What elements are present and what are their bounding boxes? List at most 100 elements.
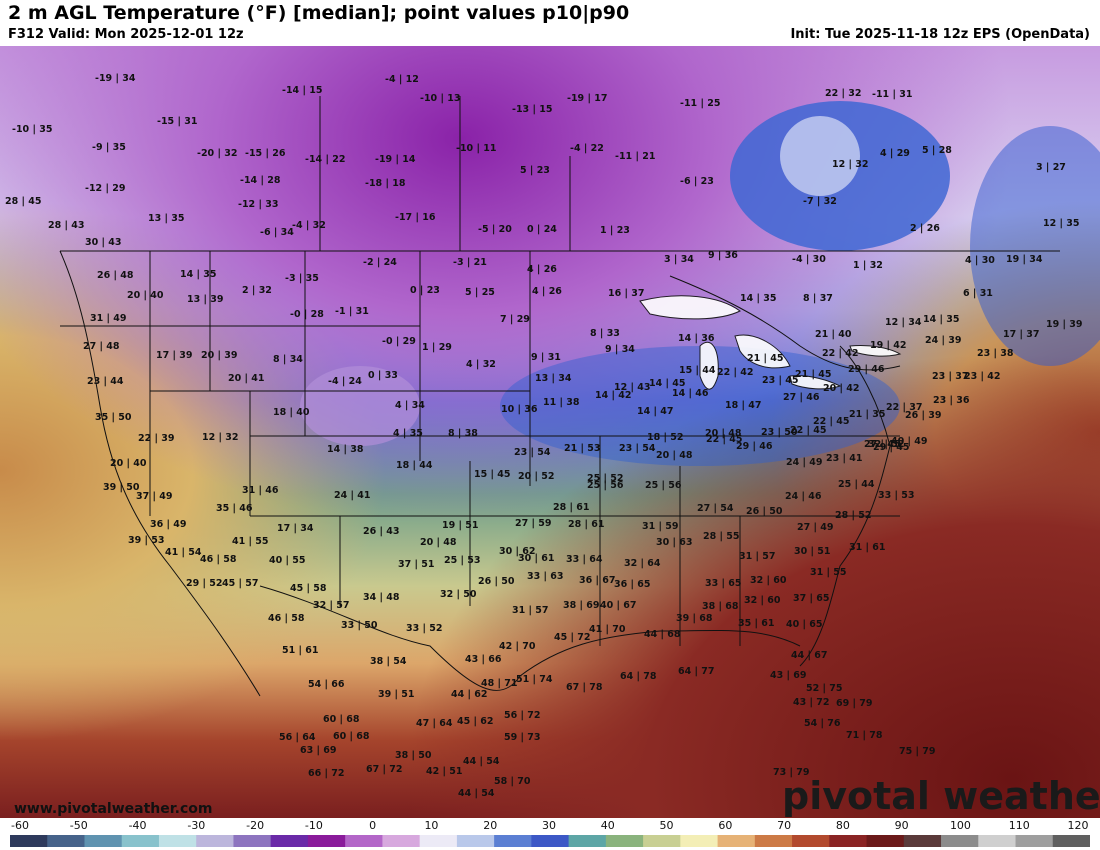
- point-value: 32 | 50: [440, 589, 477, 600]
- legend-color-swatch: [494, 835, 532, 847]
- point-value: -15 | 26: [245, 148, 286, 159]
- point-value: 4 | 32: [466, 359, 496, 370]
- legend-color-swatch: [754, 835, 793, 847]
- legend-color-swatch: [456, 835, 495, 847]
- point-value: -4 | 30: [792, 254, 826, 265]
- point-value: 43 | 69: [770, 670, 807, 681]
- point-value: 23 | 38: [977, 348, 1014, 359]
- point-value: 30 | 43: [85, 237, 122, 248]
- point-value: 29 | 45: [873, 442, 910, 453]
- point-value: 0 | 33: [368, 370, 398, 381]
- point-value: 20 | 40: [127, 290, 164, 301]
- legend-color-swatch: [345, 835, 383, 847]
- point-value: 1 | 29: [422, 342, 452, 353]
- point-value: -10 | 11: [456, 143, 496, 154]
- point-value: 2 | 26: [910, 223, 940, 234]
- legend-color-swatch: [158, 835, 197, 847]
- point-value: 27 | 48: [83, 341, 120, 352]
- legend-color-swatch: [680, 835, 719, 847]
- point-value: -9 | 35: [92, 142, 126, 153]
- point-value: 6 | 31: [963, 288, 993, 299]
- point-value: 16 | 37: [608, 288, 645, 299]
- point-value: 28 | 45: [5, 196, 42, 207]
- legend-color-swatch: [1015, 835, 1054, 847]
- point-value: 20 | 41: [228, 373, 265, 384]
- point-value: 12 | 35: [1043, 218, 1080, 229]
- point-value: -15 | 31: [157, 116, 197, 127]
- legend-color-swatch: [792, 835, 830, 847]
- point-value: -4 | 32: [292, 220, 326, 231]
- legend-tick-label: -60: [11, 819, 29, 832]
- point-value: 33 | 52: [406, 623, 443, 634]
- point-value: 44 | 67: [791, 650, 828, 661]
- legend-color-swatch: [307, 835, 346, 847]
- header: 2 m AGL Temperature (°F) [median]; point…: [0, 0, 1100, 46]
- point-value: 51 | 61: [282, 645, 319, 656]
- point-value: 32 | 60: [744, 595, 781, 606]
- point-value: 23 | 41: [826, 453, 863, 464]
- point-value: 69 | 79: [836, 698, 873, 709]
- point-value: 56 | 72: [504, 710, 541, 721]
- point-value: 39 | 51: [378, 689, 415, 700]
- legend-tick-label: 100: [949, 819, 971, 832]
- point-value: 45 | 58: [290, 583, 327, 594]
- point-value: -1 | 31: [335, 306, 369, 317]
- point-value: -4 | 24: [328, 376, 362, 387]
- point-value: 17 | 37: [1003, 329, 1040, 340]
- point-value: 54 | 76: [804, 718, 841, 729]
- point-value: 18 | 47: [725, 400, 762, 411]
- legend-tick-label: 90: [894, 819, 909, 832]
- point-value: 8 | 37: [803, 293, 833, 304]
- point-value: 0 | 23: [410, 285, 440, 296]
- point-value: 12 | 32: [202, 432, 239, 443]
- point-value: 64 | 78: [620, 671, 657, 682]
- point-value: 25 | 52: [587, 473, 624, 484]
- point-value: 24 | 49: [786, 457, 823, 468]
- point-value: 40 | 55: [269, 555, 306, 566]
- point-value: 41 | 70: [589, 624, 626, 635]
- point-value: 20 | 40: [110, 458, 147, 469]
- point-value: 63 | 69: [300, 745, 337, 756]
- point-value: 21 | 45: [747, 353, 784, 364]
- point-value: 7 | 29: [500, 314, 530, 325]
- point-value: -2 | 24: [363, 257, 397, 268]
- point-value: 38 | 68: [702, 601, 739, 612]
- point-value: -4 | 22: [570, 143, 604, 154]
- point-value: 29 | 46: [736, 441, 773, 452]
- point-value: 31 | 61: [849, 542, 886, 553]
- point-value: 17 | 34: [277, 523, 314, 534]
- point-value: -12 | 29: [85, 183, 125, 194]
- legend-color-swatch: [643, 835, 681, 847]
- point-value: 24 | 46: [785, 491, 822, 502]
- point-value: 22 | 45: [706, 434, 743, 445]
- legend-color-swatch: [270, 835, 309, 847]
- point-value: 29 | 46: [848, 364, 885, 375]
- point-value: 15 | 44: [679, 365, 716, 376]
- point-value: 30 | 51: [794, 546, 831, 557]
- point-value: 44 | 54: [463, 756, 500, 767]
- point-value: 47 | 64: [416, 718, 453, 729]
- point-value: 18 | 40: [273, 407, 310, 418]
- point-values: -19 | 34 -10 | 35 -9 | 35 -12 | 29 28 | 45 28…: [5, 73, 1083, 799]
- point-value: 37 | 49: [136, 491, 173, 502]
- point-value: 11 | 38: [543, 397, 580, 408]
- point-value: 2 | 32: [242, 285, 272, 296]
- point-value: -0 | 29: [382, 336, 416, 347]
- point-value: 22 | 45: [790, 425, 827, 436]
- point-value: 39 | 50: [103, 482, 140, 493]
- legend-tick-label: 110: [1008, 819, 1030, 832]
- temperature-map[interactable]: www.pivotalweather.com pivotal weather -…: [0, 46, 1100, 818]
- point-value: 28 | 61: [568, 519, 605, 530]
- point-value: -3 | 35: [285, 273, 319, 284]
- point-value: 36 | 49: [150, 519, 187, 530]
- point-value: 26 | 43: [363, 526, 400, 537]
- point-value: 32 | 64: [624, 558, 661, 569]
- point-value: 14 | 36: [678, 333, 715, 344]
- map-title: 2 m AGL Temperature (°F) [median]; point…: [8, 2, 630, 24]
- point-value: -19 | 14: [375, 154, 416, 165]
- point-value: 23 | 37: [932, 371, 969, 382]
- point-value: -13 | 15: [512, 104, 552, 115]
- point-value: 23 | 50: [761, 427, 798, 438]
- legend-tick-label: 20: [483, 819, 498, 832]
- point-value: 43 | 66: [465, 654, 502, 665]
